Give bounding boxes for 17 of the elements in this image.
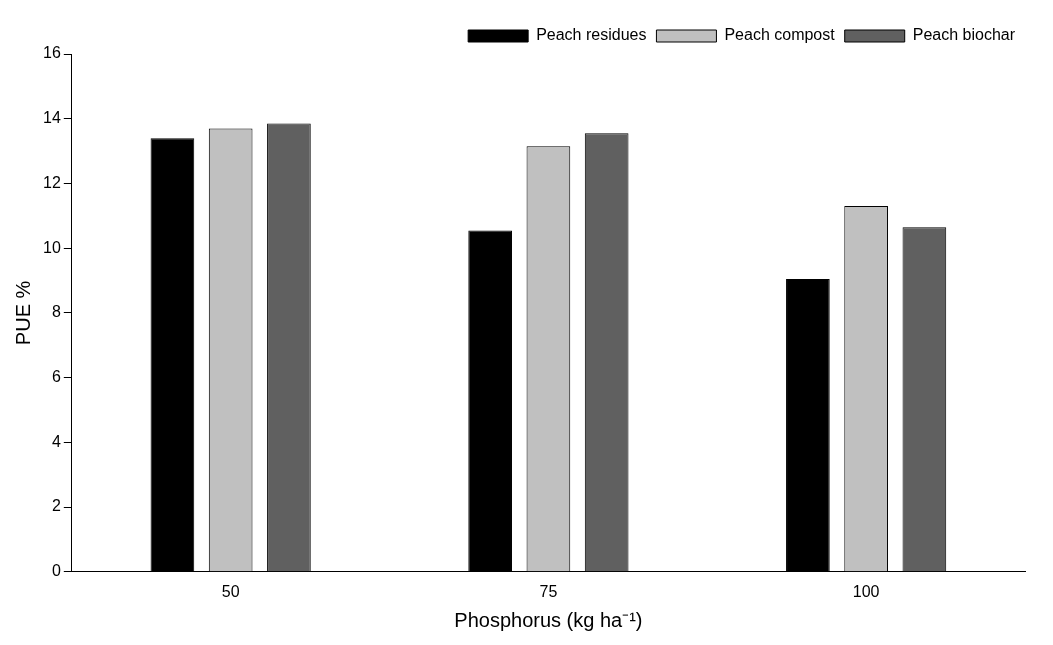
y-tick-label: 2 xyxy=(51,497,61,515)
y-tick-label: 6 xyxy=(51,368,61,386)
y-tick-label: 16 xyxy=(43,44,61,62)
y-tick-label: 8 xyxy=(51,303,61,321)
y-tick-label: 0 xyxy=(51,562,61,580)
y-tick-label: 10 xyxy=(43,238,61,256)
y-axis-title: PUE % xyxy=(11,280,34,346)
y-tick-label: 4 xyxy=(51,432,61,450)
y-tick-label: 14 xyxy=(43,109,61,127)
x-tick-label: 75 xyxy=(539,582,558,600)
legend-label: Peach residues xyxy=(536,26,647,44)
legend-label: Peach compost xyxy=(724,26,836,44)
x-tick-label: 50 xyxy=(221,582,240,600)
legend-label: Peach biochar xyxy=(912,26,1016,44)
y-tick-label: 12 xyxy=(43,173,61,191)
x-tick-label: 100 xyxy=(852,582,880,600)
x-axis-title: Phosphorus (kg ha⁻¹) xyxy=(454,608,643,631)
